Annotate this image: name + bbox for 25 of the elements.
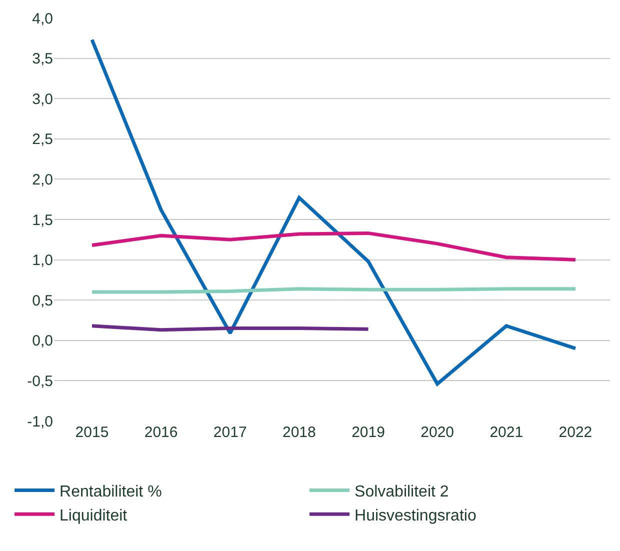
x-tick-label: 2018 [282,424,316,441]
y-tick-label: 0,5 [32,292,53,310]
legend-label: Huisvestingsratio [354,507,476,524]
legend-label: Liquiditeit [60,507,128,524]
legend-label: Solvabiliteit 2 [354,484,449,501]
x-tick-label: 2020 [420,424,454,441]
line-series [90,38,578,386]
y-tick-label: 4,0 [32,10,53,28]
x-tick-label: 2017 [213,424,247,441]
y-tick-label: 2,0 [32,171,53,188]
legend-label: Rentabiliteit % [60,484,162,501]
y-tick-label: -1,0 [27,413,53,430]
x-tick-label: 2022 [558,424,592,441]
x-tick-label: 2019 [352,424,385,441]
x-tick-label: 2021 [490,424,524,441]
x-tick-label: 2016 [144,424,178,441]
line-series [90,231,578,262]
y-tick-label: 2,5 [32,131,53,148]
y-tick-label: 3,5 [32,50,53,68]
y-tick-label: 3,0 [32,90,53,108]
y-tick-label: 0,0 [32,332,53,350]
y-tick-label: 1,0 [32,252,53,270]
y-tick-label: 1,5 [32,212,53,229]
x-tick-label: 2015 [75,424,109,441]
y-tick-label: -0,5 [27,372,53,390]
